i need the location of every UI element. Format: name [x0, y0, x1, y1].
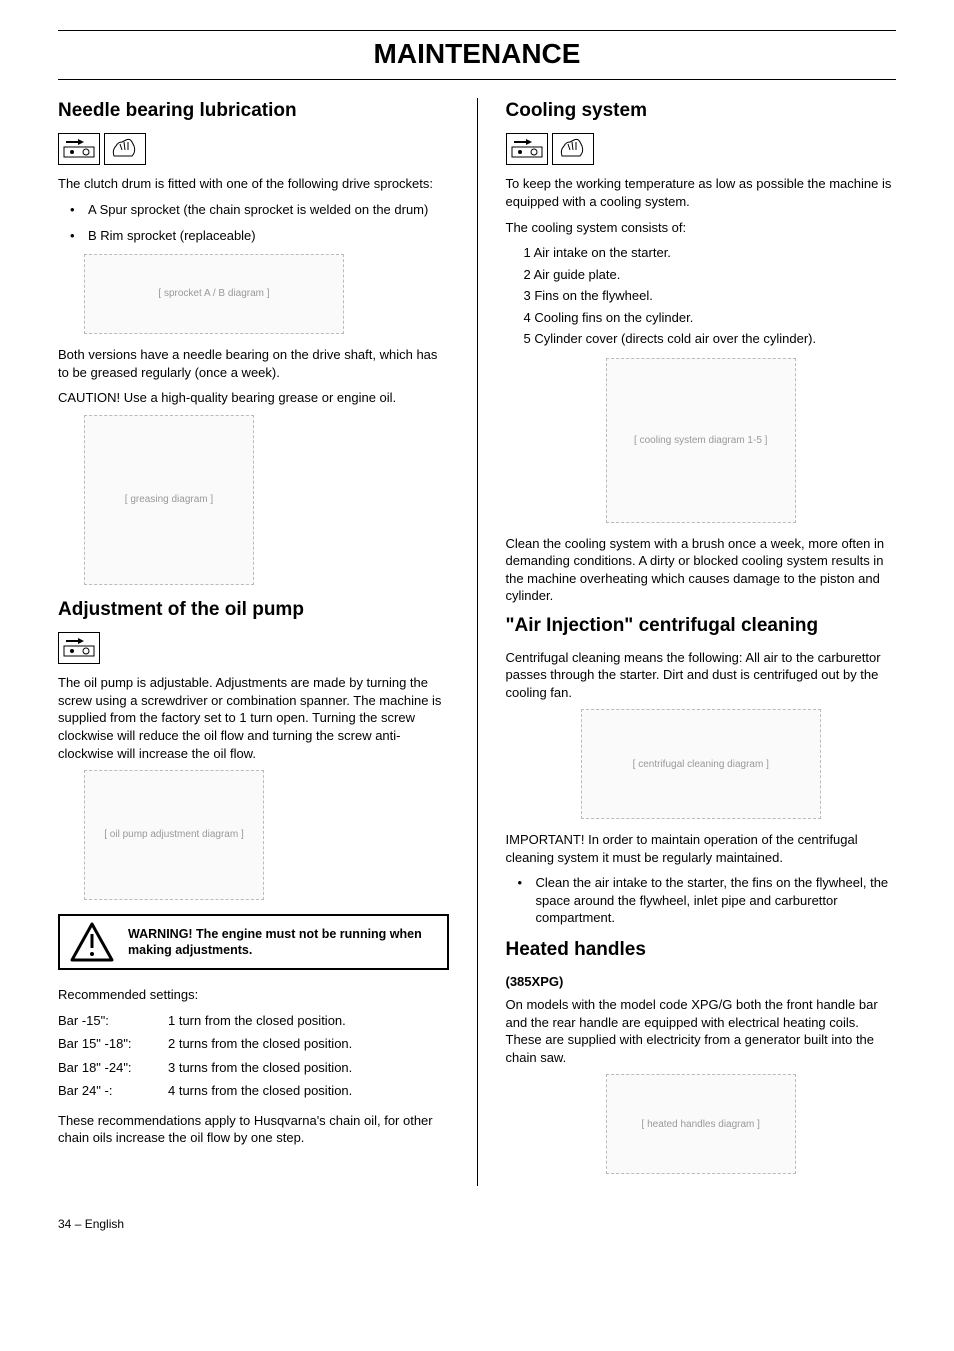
needle-para2: Both versions have a needle bearing on t…: [58, 346, 449, 381]
page-number: 34: [58, 1217, 71, 1231]
figure-cooling: [ cooling system diagram 1-5 ]: [506, 358, 897, 523]
rec-heading: Recommended settings:: [58, 986, 449, 1004]
list-item: 4 Cooling fins on the cylinder.: [524, 309, 897, 327]
setting-key: Bar 24" -:: [58, 1082, 168, 1100]
setting-val: 4 turns from the closed position.: [168, 1082, 352, 1100]
left-column: Needle bearing lubrication: [58, 98, 449, 1187]
list-item: A Spur sprocket (the chain sprocket is w…: [76, 201, 449, 219]
figure-grease: [ greasing diagram ]: [84, 415, 449, 585]
list-item: 2 Air guide plate.: [524, 266, 897, 284]
list-item: B Rim sprocket (replaceable): [76, 227, 449, 245]
column-divider: [477, 98, 478, 1187]
oilpump-para1: The oil pump is adjustable. Adjustments …: [58, 674, 449, 762]
icon-row-oilpump: [58, 632, 449, 664]
table-row: Bar 15" -18": 2 turns from the closed po…: [58, 1035, 449, 1053]
table-row: Bar -15": 1 turn from the closed positio…: [58, 1012, 449, 1030]
icon-row-cooling: [506, 133, 897, 165]
right-column: Cooling system To kee: [506, 98, 897, 1187]
heated-para1: On models with the model code XPG/G both…: [506, 996, 897, 1066]
table-row: Bar 18" -24": 3 turns from the closed po…: [58, 1059, 449, 1077]
two-column-layout: Needle bearing lubrication: [58, 98, 896, 1187]
air-bullets: Clean the air intake to the starter, the…: [506, 874, 897, 927]
air-injection-diagram: [ centrifugal cleaning diagram ]: [581, 709, 821, 819]
needle-caution: CAUTION! Use a high-quality bearing grea…: [58, 389, 449, 407]
heading-cooling: Cooling system: [506, 98, 897, 124]
table-row: Bar 24" -: 4 turns from the closed posit…: [58, 1082, 449, 1100]
figure-heated: [ heated handles diagram ]: [506, 1074, 897, 1174]
warning-text: WARNING! The engine must not be running …: [128, 926, 437, 959]
air-para1: Centrifugal cleaning means the following…: [506, 649, 897, 702]
oilpump-note: These recommendations apply to Husqvarna…: [58, 1112, 449, 1147]
list-item: 1 Air intake on the starter.: [524, 244, 897, 262]
grease-diagram: [ greasing diagram ]: [84, 415, 254, 585]
figure-sprockets: [ sprocket A / B diagram ]: [84, 254, 449, 334]
warning-box: WARNING! The engine must not be running …: [58, 914, 449, 970]
needle-intro: The clutch drum is fitted with one of th…: [58, 175, 449, 193]
heading-heated-handles: Heated handles: [506, 937, 897, 963]
warning-icon: [70, 922, 114, 962]
list-item: 3 Fins on the flywheel.: [524, 287, 897, 305]
setting-key: Bar 18" -24":: [58, 1059, 168, 1077]
heading-oil-pump: Adjustment of the oil pump: [58, 597, 449, 623]
settings-table: Bar -15": 1 turn from the closed positio…: [58, 1012, 449, 1100]
sprocket-list: A Spur sprocket (the chain sprocket is w…: [58, 201, 449, 244]
figure-oilpump: [ oil pump adjustment diagram ]: [84, 770, 449, 900]
heated-handles-diagram: [ heated handles diagram ]: [606, 1074, 796, 1174]
cooling-para1: To keep the working temperature as low a…: [506, 175, 897, 210]
cooling-para3: Clean the cooling system with a brush on…: [506, 535, 897, 605]
tool-icon: [506, 133, 548, 165]
cooling-para2: The cooling system consists of:: [506, 219, 897, 237]
setting-key: Bar -15":: [58, 1012, 168, 1030]
list-item: Clean the air intake to the starter, the…: [524, 874, 897, 927]
setting-key: Bar 15" -18":: [58, 1035, 168, 1053]
cooling-diagram: [ cooling system diagram 1-5 ]: [606, 358, 796, 523]
list-item: 5 Cylinder cover (directs cold air over …: [524, 330, 897, 348]
icon-row-needle: [58, 133, 449, 165]
page-footer: 34 – English: [58, 1216, 896, 1232]
hand-icon: [552, 133, 594, 165]
tool-icon: [58, 632, 100, 664]
oilpump-diagram: [ oil pump adjustment diagram ]: [84, 770, 264, 900]
heated-sub: (385XPG): [506, 973, 897, 991]
sprocket-diagram: [ sprocket A / B diagram ]: [84, 254, 344, 334]
cooling-list: 1 Air intake on the starter. 2 Air guide…: [506, 244, 897, 348]
setting-val: 3 turns from the closed position.: [168, 1059, 352, 1077]
setting-val: 1 turn from the closed position.: [168, 1012, 346, 1030]
hand-icon: [104, 133, 146, 165]
heading-needle-bearing: Needle bearing lubrication: [58, 98, 449, 124]
page-title: MAINTENANCE: [58, 30, 896, 80]
page-lang: English: [85, 1217, 124, 1231]
setting-val: 2 turns from the closed position.: [168, 1035, 352, 1053]
figure-air: [ centrifugal cleaning diagram ]: [506, 709, 897, 819]
tool-icon: [58, 133, 100, 165]
air-important: IMPORTANT! In order to maintain operatio…: [506, 831, 897, 866]
heading-air-injection: "Air Injection" centrifugal cleaning: [506, 613, 897, 639]
